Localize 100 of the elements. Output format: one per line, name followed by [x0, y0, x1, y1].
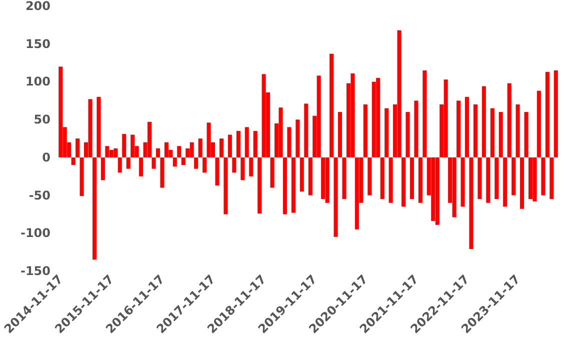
bar — [308, 157, 312, 196]
bar — [194, 157, 198, 169]
bar — [278, 107, 283, 158]
bar — [397, 30, 402, 158]
bar — [350, 73, 355, 158]
bar — [330, 54, 334, 158]
bar — [118, 157, 122, 173]
bar — [410, 157, 414, 200]
bar — [80, 157, 84, 196]
bar — [96, 96, 101, 158]
bar — [512, 157, 516, 196]
y-tick-label: -150 — [20, 264, 50, 278]
bar — [156, 148, 160, 158]
bar — [224, 157, 228, 214]
bar — [244, 127, 249, 158]
bar — [249, 157, 254, 176]
bar — [219, 138, 224, 158]
bar — [520, 157, 524, 209]
bar — [536, 90, 541, 158]
bar — [88, 99, 92, 158]
y-tick-label: -100 — [20, 226, 50, 240]
y-tick-label: 0 — [42, 150, 50, 164]
bar — [431, 157, 436, 222]
bar — [152, 157, 156, 169]
bar — [262, 74, 266, 158]
bar — [240, 157, 245, 180]
bar — [384, 108, 389, 158]
bar — [198, 138, 202, 158]
bar — [541, 157, 546, 196]
bar — [190, 142, 194, 158]
bar — [482, 86, 486, 158]
bar — [435, 157, 440, 225]
bar — [71, 157, 76, 165]
bar — [490, 108, 494, 158]
y-tick-label: 200 — [25, 0, 50, 13]
bar — [105, 146, 110, 158]
bar — [444, 79, 448, 158]
bar — [76, 138, 80, 158]
bar — [545, 72, 550, 158]
bar — [325, 157, 330, 203]
bar — [160, 157, 164, 188]
bar — [354, 157, 359, 230]
bar — [114, 148, 118, 158]
bar — [414, 100, 418, 158]
bar — [215, 157, 220, 186]
y-tick-label: -50 — [28, 188, 50, 202]
bar — [164, 142, 168, 158]
bar — [258, 157, 262, 214]
bar — [139, 157, 144, 176]
bar — [342, 157, 346, 200]
y-tick-label: 50 — [34, 112, 50, 127]
bar — [291, 157, 296, 213]
bar — [456, 100, 461, 158]
bar — [304, 104, 308, 158]
bar — [202, 157, 207, 173]
bar — [236, 130, 240, 158]
bar — [401, 157, 406, 207]
bar — [550, 157, 554, 200]
bar — [507, 83, 512, 158]
bar — [418, 157, 422, 203]
bar — [452, 157, 456, 218]
bar — [148, 122, 152, 158]
bar — [464, 96, 469, 158]
bar — [181, 157, 186, 165]
bar — [528, 157, 532, 200]
bar — [422, 70, 427, 158]
bar — [300, 157, 304, 192]
bar — [287, 127, 292, 158]
bar — [232, 157, 236, 173]
bar — [316, 76, 321, 158]
bar — [334, 157, 338, 237]
bar — [338, 112, 342, 158]
y-tick-label: 100 — [25, 74, 50, 89]
bar — [100, 157, 105, 180]
bar — [321, 157, 326, 200]
bar — [177, 146, 182, 158]
bar — [498, 112, 503, 158]
bar — [172, 157, 177, 167]
bar — [524, 112, 528, 158]
bar — [380, 157, 384, 200]
bar — [478, 157, 482, 200]
bar — [122, 134, 126, 158]
bar — [503, 157, 508, 207]
bar — [372, 82, 376, 158]
bar — [126, 157, 130, 169]
bar — [486, 157, 490, 203]
bar — [363, 104, 368, 158]
bar — [253, 130, 258, 158]
bar — [368, 157, 372, 196]
bar — [58, 66, 63, 158]
y-tick-label: 150 — [25, 36, 50, 51]
bar — [532, 157, 537, 202]
bar — [376, 78, 380, 158]
bar — [473, 104, 478, 158]
bar — [388, 157, 393, 203]
bar — [92, 157, 96, 260]
bar — [460, 157, 465, 207]
bar — [130, 134, 135, 158]
bar — [469, 157, 474, 250]
bar — [206, 122, 211, 158]
